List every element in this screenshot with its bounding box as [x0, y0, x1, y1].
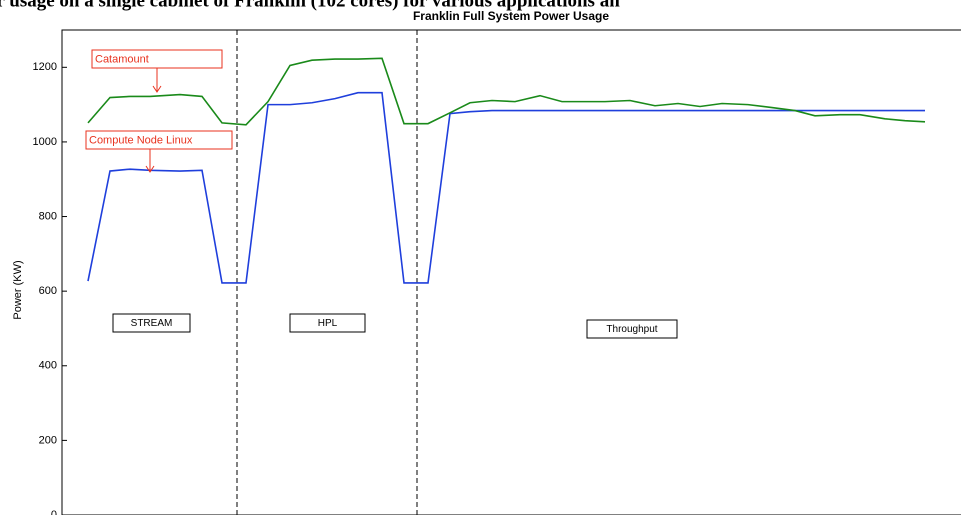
y-axis-label: Power (KW): [12, 260, 24, 319]
legend-arrowhead: [152, 85, 162, 93]
y-tick-label: 1000: [33, 136, 57, 148]
annotation: STREAM: [131, 318, 173, 329]
annotation-box: [112, 313, 191, 333]
y-tick-label: 0: [51, 509, 57, 515]
caption: er usage on a single cabinet of Franklin…: [0, 0, 620, 11]
annotation-box: [289, 313, 366, 333]
y-tick-label: 600: [39, 285, 57, 297]
annotation: HPL: [318, 318, 338, 329]
series-line: [87, 57, 926, 126]
legend-box: [85, 130, 233, 150]
y-tick-label: 200: [39, 434, 57, 446]
legend-arrowhead: [145, 165, 155, 173]
y-tick-label: 400: [39, 360, 57, 372]
plot-frame: [61, 29, 961, 515]
y-tick-label: 800: [39, 210, 57, 222]
annotation: Throughput: [606, 324, 657, 335]
chart-title: Franklin Full System Power Usage: [413, 9, 609, 23]
annotation-box: [586, 319, 678, 339]
legend-label: Compute Node Linux: [89, 134, 193, 146]
series-line: [87, 91, 925, 284]
y-tick-label: 1200: [33, 61, 57, 73]
legend-label: Catamount: [95, 53, 149, 65]
